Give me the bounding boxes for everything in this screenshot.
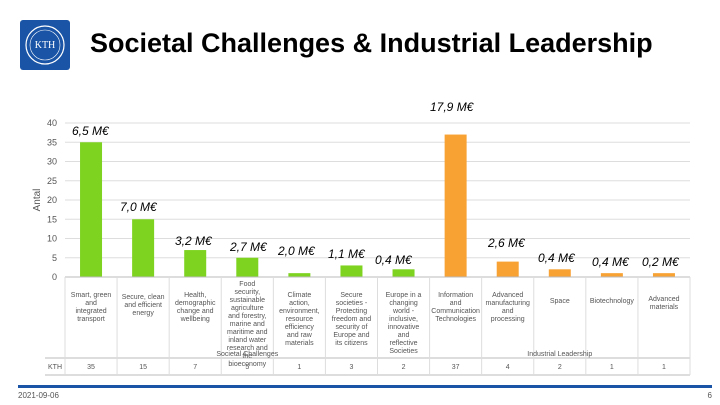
group-label: Industrial Leadership [527, 351, 592, 358]
bar [340, 265, 363, 277]
row-value: 2 [558, 364, 562, 371]
bar [288, 273, 311, 277]
data-label: 17,9 M€ [430, 100, 475, 114]
kth-logo-emblem: KTH [25, 25, 65, 65]
y-tick-label: 25 [47, 176, 57, 186]
data-label: 0,2 M€ [642, 255, 680, 269]
row-value: 37 [452, 364, 460, 371]
data-label: 1,1 M€ [328, 247, 366, 261]
category-label: Smart, green and integrated transport [71, 292, 112, 323]
data-labels: 6,5 M€ 7,0 M€ 3,2 M€ 2,7 M€ 2,0 M€ 1,1 M€ 0,4 … [72, 100, 680, 269]
data-label: 6,5 M€ [72, 124, 110, 138]
category-label: Secure, clean and efficient energy [122, 294, 165, 317]
category-label: Health, demographic change and wellbeing [175, 292, 216, 323]
category-label: Biotechnology [590, 298, 634, 305]
bar [392, 269, 415, 277]
data-label: 2,0 M€ [277, 244, 316, 258]
y-tick-label: 5 [52, 253, 57, 263]
bar [236, 257, 259, 277]
footer-date: 2021-09-06 [18, 391, 59, 400]
page-title: Societal Challenges & Industrial Leaders… [90, 28, 653, 58]
y-tick-label: 10 [47, 234, 57, 244]
y-axis-ticks: 0 5 10 15 20 25 30 35 40 [47, 118, 57, 282]
row-value: 7 [193, 364, 197, 371]
bar [600, 273, 623, 277]
data-label: 2,7 M€ [229, 240, 268, 254]
category-label: Advanced manufacturing and processing [486, 292, 530, 323]
footer-line [18, 385, 712, 388]
row-value: 1 [662, 364, 666, 371]
row-value: 2 [402, 364, 406, 371]
row-label: KTH [48, 364, 62, 371]
row-value: 5 [245, 364, 249, 371]
y-tick-label: 0 [52, 272, 57, 282]
group-labels: Societal Challenges Industrial Leadership [216, 351, 592, 358]
data-label: 7,0 M€ [120, 200, 158, 214]
page-number: 6 [707, 391, 712, 400]
category-label: Space [550, 298, 570, 305]
row-value: 35 [87, 364, 95, 371]
data-label: 0,4 M€ [538, 251, 576, 265]
bar [184, 250, 207, 277]
kth-logo-text: KTH [35, 40, 56, 51]
y-tick-label: 40 [47, 118, 57, 128]
bar [444, 134, 467, 277]
data-label: 0,4 M€ [375, 253, 413, 267]
category-label: Information and Communication Technologies [431, 292, 480, 323]
category-label: Europe in a changing world -inclusive, inno… [386, 292, 422, 355]
bar [496, 261, 519, 277]
bar [652, 273, 675, 277]
row-value: 1 [610, 364, 614, 371]
y-tick-label: 35 [47, 137, 57, 147]
group-label: Societal Challenges [216, 351, 278, 358]
row-value: 15 [139, 364, 147, 371]
category-table-grid [45, 276, 691, 376]
y-axis-label: Antal [32, 189, 43, 212]
data-label: 0,4 M€ [592, 255, 630, 269]
data-label: 2,6 M€ [487, 236, 526, 250]
category-label: Advanced materials [648, 296, 679, 311]
category-labels: Smart, green and integrated transport Secure… [71, 281, 680, 368]
data-label: 3,2 M€ [175, 234, 213, 248]
category-label: Secure societies -Protecting freedom and se… [332, 292, 371, 347]
row-value: 4 [506, 364, 510, 371]
bars [80, 134, 675, 277]
kth-logo: KTH [20, 20, 70, 70]
kth-row: KTH 35 15 7 5 1 3 2 37 4 2 1 1 [48, 364, 666, 371]
bar [132, 219, 155, 277]
bar [80, 142, 103, 277]
category-label: Food security, sustainable agriculture and f… [227, 281, 268, 368]
row-value: 3 [350, 364, 354, 371]
y-tick-label: 20 [47, 195, 57, 205]
bar [548, 269, 571, 277]
y-tick-label: 15 [47, 214, 57, 224]
category-label: Climate action, environment, resource effici… [279, 292, 320, 347]
y-tick-label: 30 [47, 157, 57, 167]
row-value: 1 [297, 364, 301, 371]
